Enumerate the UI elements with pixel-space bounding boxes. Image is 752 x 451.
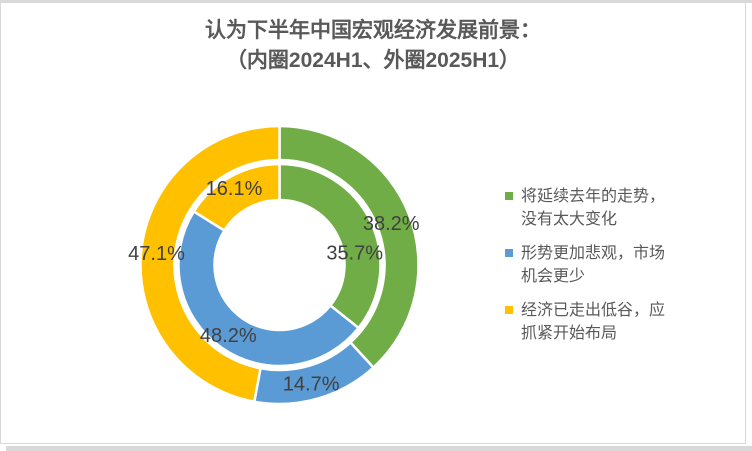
data-label-outer-0: 38.2% [363, 213, 420, 235]
legend-label: 机会更少 [521, 268, 586, 285]
donut-segment-inner-1 [177, 209, 361, 368]
chart-card: 35.7% 48.2% 16.1% 38.2% 14.7% 47.1% 认为下半年中国宏观… [0, 0, 746, 444]
legend-item-1: 形势更加悲观，市场 机会更少 [505, 242, 700, 288]
legend-marker-icon [505, 249, 513, 257]
data-label-outer-1: 14.7% [283, 373, 340, 395]
legend-item-2: 经济已走出低谷，应 抓紧开始布局 [505, 299, 700, 345]
donut-chart: 35.7% 48.2% 16.1% 38.2% 14.7% 47.1% [128, 124, 420, 406]
chart-title-line1: 认为下半年中国宏观经济发展前景： [205, 19, 541, 42]
data-label-inner-0: 35.7% [326, 243, 383, 265]
donut-segment-outer-2 [139, 124, 281, 404]
chart-title: 认为下半年中国宏观经济发展前景： （内圈2024H1、外圈2025H1） [1, 16, 745, 76]
donut-segment-inner-2 [192, 162, 281, 233]
legend-marker-icon [505, 306, 513, 314]
donut-segment-inner-0 [278, 162, 382, 330]
legend-label: 形势更加悲观，市场 [521, 245, 666, 262]
legend: 将延续去年的走势， 没有太大变化 形势更加悲观，市场 机会更少 经济已走出低谷，应 抓紧开… [505, 185, 700, 356]
bottom-shadow-strip [6, 446, 752, 451]
chart-title-line2: （内圈2024H1、外圈2025H1） [225, 49, 521, 72]
top-shadow-strip [0, 0, 752, 3]
legend-label: 经济已走出低谷，应 [521, 302, 666, 319]
legend-label: 没有太大变化 [521, 211, 618, 228]
legend-item-0: 将延续去年的走势， 没有太大变化 [505, 185, 700, 231]
legend-marker-icon [505, 192, 513, 200]
data-label-inner-2: 16.1% [206, 178, 263, 200]
data-label-outer-2: 47.1% [128, 243, 185, 265]
data-label-inner-1: 48.2% [200, 325, 257, 347]
legend-label: 将延续去年的走势， [521, 188, 666, 205]
legend-label: 抓紧开始布局 [521, 325, 618, 342]
